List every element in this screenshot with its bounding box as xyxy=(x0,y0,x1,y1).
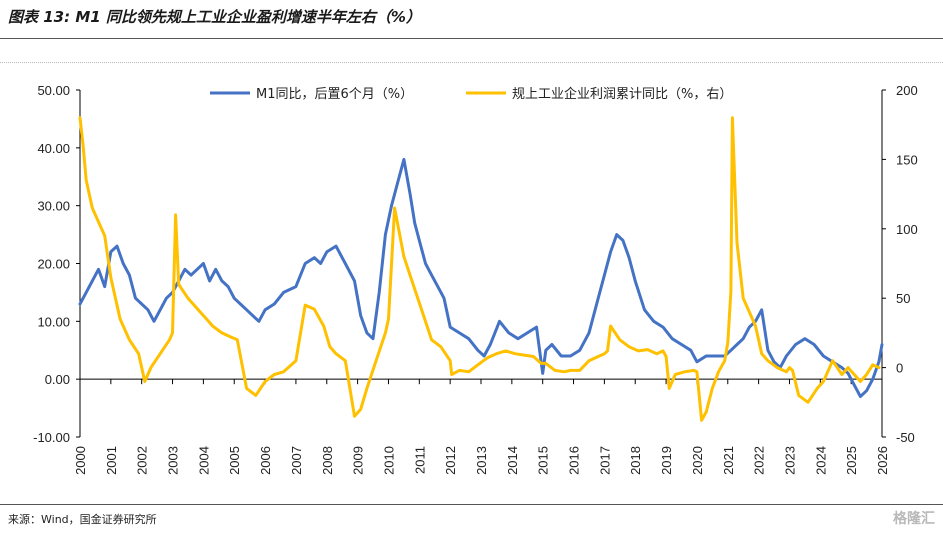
page-title: 图表 13: M1 同比领先规上工业企业盈利增速半年左右（%） xyxy=(8,8,421,26)
x-tick-label: 2012 xyxy=(443,446,458,475)
chart-legend: M1同比，后置6个月（%） 规上工业企业利润累计同比（%，右） xyxy=(210,86,732,102)
x-tick-label: 2018 xyxy=(628,446,643,475)
y-right-tick-label: 100 xyxy=(896,222,918,237)
x-tick-label: 2011 xyxy=(412,446,427,474)
watermark-logo: 格隆汇 xyxy=(893,511,935,527)
y-right-tick-label: 0 xyxy=(896,361,903,376)
x-tick-label: 2020 xyxy=(690,446,705,475)
line-chart: -10.00 0.00 10.00 20.00 30.00 40.00 50.00 -50 0 5… xyxy=(33,83,918,475)
x-tick-label: 2001 xyxy=(104,446,119,475)
x-tick-label: 2013 xyxy=(474,446,489,475)
x-tick-label: 2006 xyxy=(258,446,273,475)
x-tick-label: 2014 xyxy=(505,446,520,475)
x-tick-label: 2007 xyxy=(289,446,304,475)
x-tick-label: 2003 xyxy=(166,446,181,475)
x-tick-label: 2002 xyxy=(135,446,150,475)
y-right-tick-label: -50 xyxy=(896,430,915,445)
source-divider xyxy=(0,504,943,505)
x-tick-label: 2024 xyxy=(813,446,828,475)
y-right-tick-label: 200 xyxy=(896,83,918,98)
x-tick-label: 2025 xyxy=(844,446,859,475)
y-left-tick-label: -10.00 xyxy=(33,430,70,445)
x-tick-label: 2019 xyxy=(659,446,674,475)
x-tick-label: 2000 xyxy=(73,446,88,475)
legend-label: 规上工业企业利润累计同比（%，右） xyxy=(512,86,732,102)
x-tick-label: 2021 xyxy=(721,446,736,475)
y-left-tick-label: 40.00 xyxy=(37,141,70,156)
y-left-tick-label: 50.00 xyxy=(37,83,70,98)
x-tick-label: 2008 xyxy=(320,446,335,475)
y-left-tick-label: 10.00 xyxy=(37,314,70,329)
x-tick-label: 2017 xyxy=(597,446,612,475)
x-tick-label: 2015 xyxy=(536,446,551,475)
series-line-profit xyxy=(78,116,881,422)
y-left-tick-label: 20.00 xyxy=(37,257,70,272)
dotted-divider xyxy=(0,62,943,63)
x-tick-label: 2010 xyxy=(381,446,396,475)
chart-axes: -10.00 0.00 10.00 20.00 30.00 40.00 50.00 -50 0 5… xyxy=(33,83,918,475)
x-tick-label: 2009 xyxy=(351,446,366,475)
x-tick-label: 2005 xyxy=(227,446,242,475)
legend-label: M1同比，后置6个月（%） xyxy=(256,87,413,102)
y-right-tick-label: 50 xyxy=(896,291,910,306)
series-line-m1 xyxy=(78,157,884,398)
y-left-tick-label: 0.00 xyxy=(45,372,70,387)
source-note: 来源：Wind，国金证券研究所 xyxy=(8,513,157,526)
x-tick-label: 2004 xyxy=(196,446,211,475)
y-left-tick-label: 30.00 xyxy=(37,199,70,214)
x-tick-label: 2016 xyxy=(567,446,582,475)
title-divider xyxy=(0,38,943,39)
series-layer xyxy=(78,116,884,422)
x-tick-label: 2023 xyxy=(782,446,797,475)
y-right-tick-label: 150 xyxy=(896,152,918,167)
x-tick-label: 2022 xyxy=(752,446,767,475)
x-tick-label: 2026 xyxy=(875,446,890,475)
